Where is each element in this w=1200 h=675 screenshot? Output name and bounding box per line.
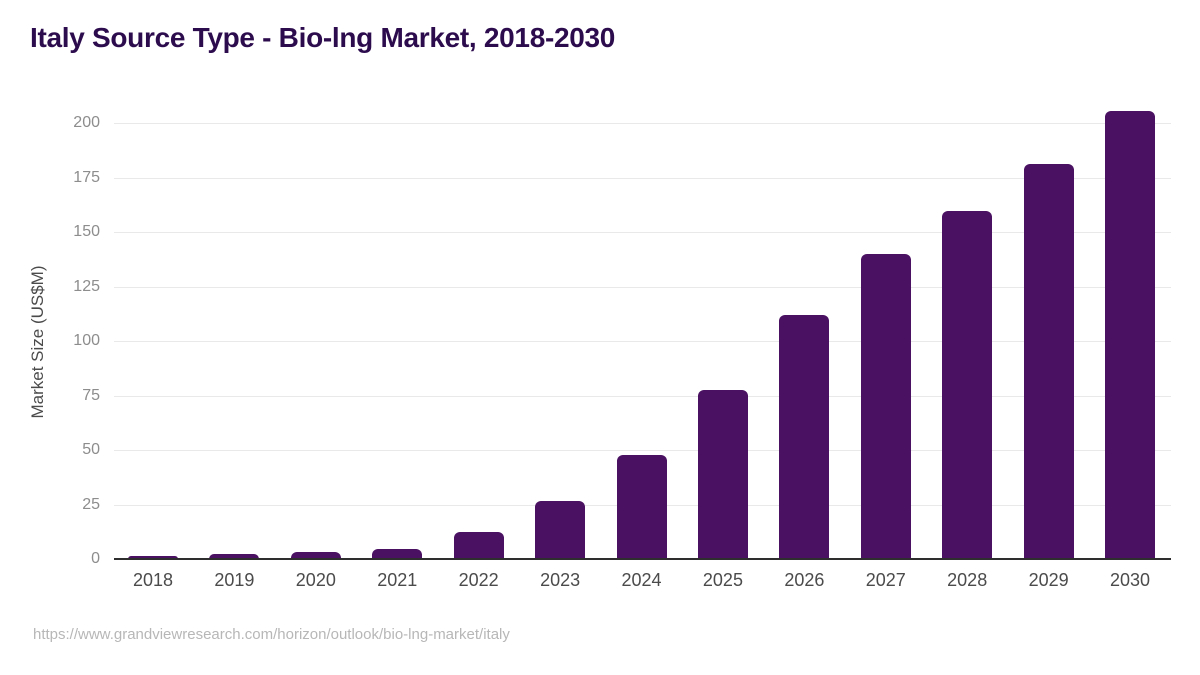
x-tick-label-2026: 2026 xyxy=(784,570,825,590)
x-tick-label-2020: 2020 xyxy=(295,570,336,590)
bar-2021 xyxy=(372,549,423,559)
bar-2024 xyxy=(616,455,667,559)
x-tick-label-2023: 2023 xyxy=(540,570,581,590)
x-tick-label-2027: 2027 xyxy=(865,570,906,590)
y-tick-label-25: 25 xyxy=(82,495,100,513)
bar-2018 xyxy=(128,555,178,559)
bar-2026 xyxy=(779,315,830,559)
x-tick-label-2028: 2028 xyxy=(947,570,988,590)
bar-2020 xyxy=(290,551,341,559)
x-tick-label-2025: 2025 xyxy=(702,570,743,590)
y-gridline-175 xyxy=(114,177,1171,179)
x-tick-label-2019: 2019 xyxy=(214,570,255,590)
y-gridline-200 xyxy=(114,123,1171,124)
bar-2028 xyxy=(942,210,993,559)
chart-title: Italy Source Type - Bio-lng Market, 2018… xyxy=(30,22,616,53)
x-tick-label-2024: 2024 xyxy=(621,570,662,590)
bar-2025 xyxy=(697,390,748,559)
bar-2027 xyxy=(860,254,911,559)
y-tick-label-175: 175 xyxy=(73,168,100,186)
y-gridline-125 xyxy=(114,286,1171,288)
y-gridline-150 xyxy=(114,232,1171,233)
y-tick-label-200: 200 xyxy=(73,114,100,131)
source-url: https://www.grandviewresearch.com/horizo… xyxy=(33,626,510,643)
bar-2022 xyxy=(453,532,504,559)
y-tick-label-150: 150 xyxy=(73,223,100,240)
x-axis-line xyxy=(114,558,1171,560)
y-tick-label-75: 75 xyxy=(82,386,100,404)
y-gridline-75 xyxy=(114,395,1171,397)
x-tick-label-2030: 2030 xyxy=(1110,570,1151,590)
x-tick-label-2018: 2018 xyxy=(132,570,174,590)
x-tick-label-2021: 2021 xyxy=(377,570,418,590)
y-tick-label-0: 0 xyxy=(91,550,100,567)
y-tick-label-100: 100 xyxy=(73,332,100,349)
bar-2023 xyxy=(535,500,586,559)
bar-2019 xyxy=(209,553,260,559)
bar-2029 xyxy=(1023,163,1074,559)
x-tick-label-2029: 2029 xyxy=(1028,570,1069,590)
x-tick-label-2022: 2022 xyxy=(458,570,499,590)
y-tick-label-50: 50 xyxy=(82,441,100,458)
y-gridline-50 xyxy=(114,450,1171,451)
y-gridline-100 xyxy=(114,341,1171,342)
y-tick-label-125: 125 xyxy=(73,277,100,295)
bar-2030 xyxy=(1105,111,1156,559)
